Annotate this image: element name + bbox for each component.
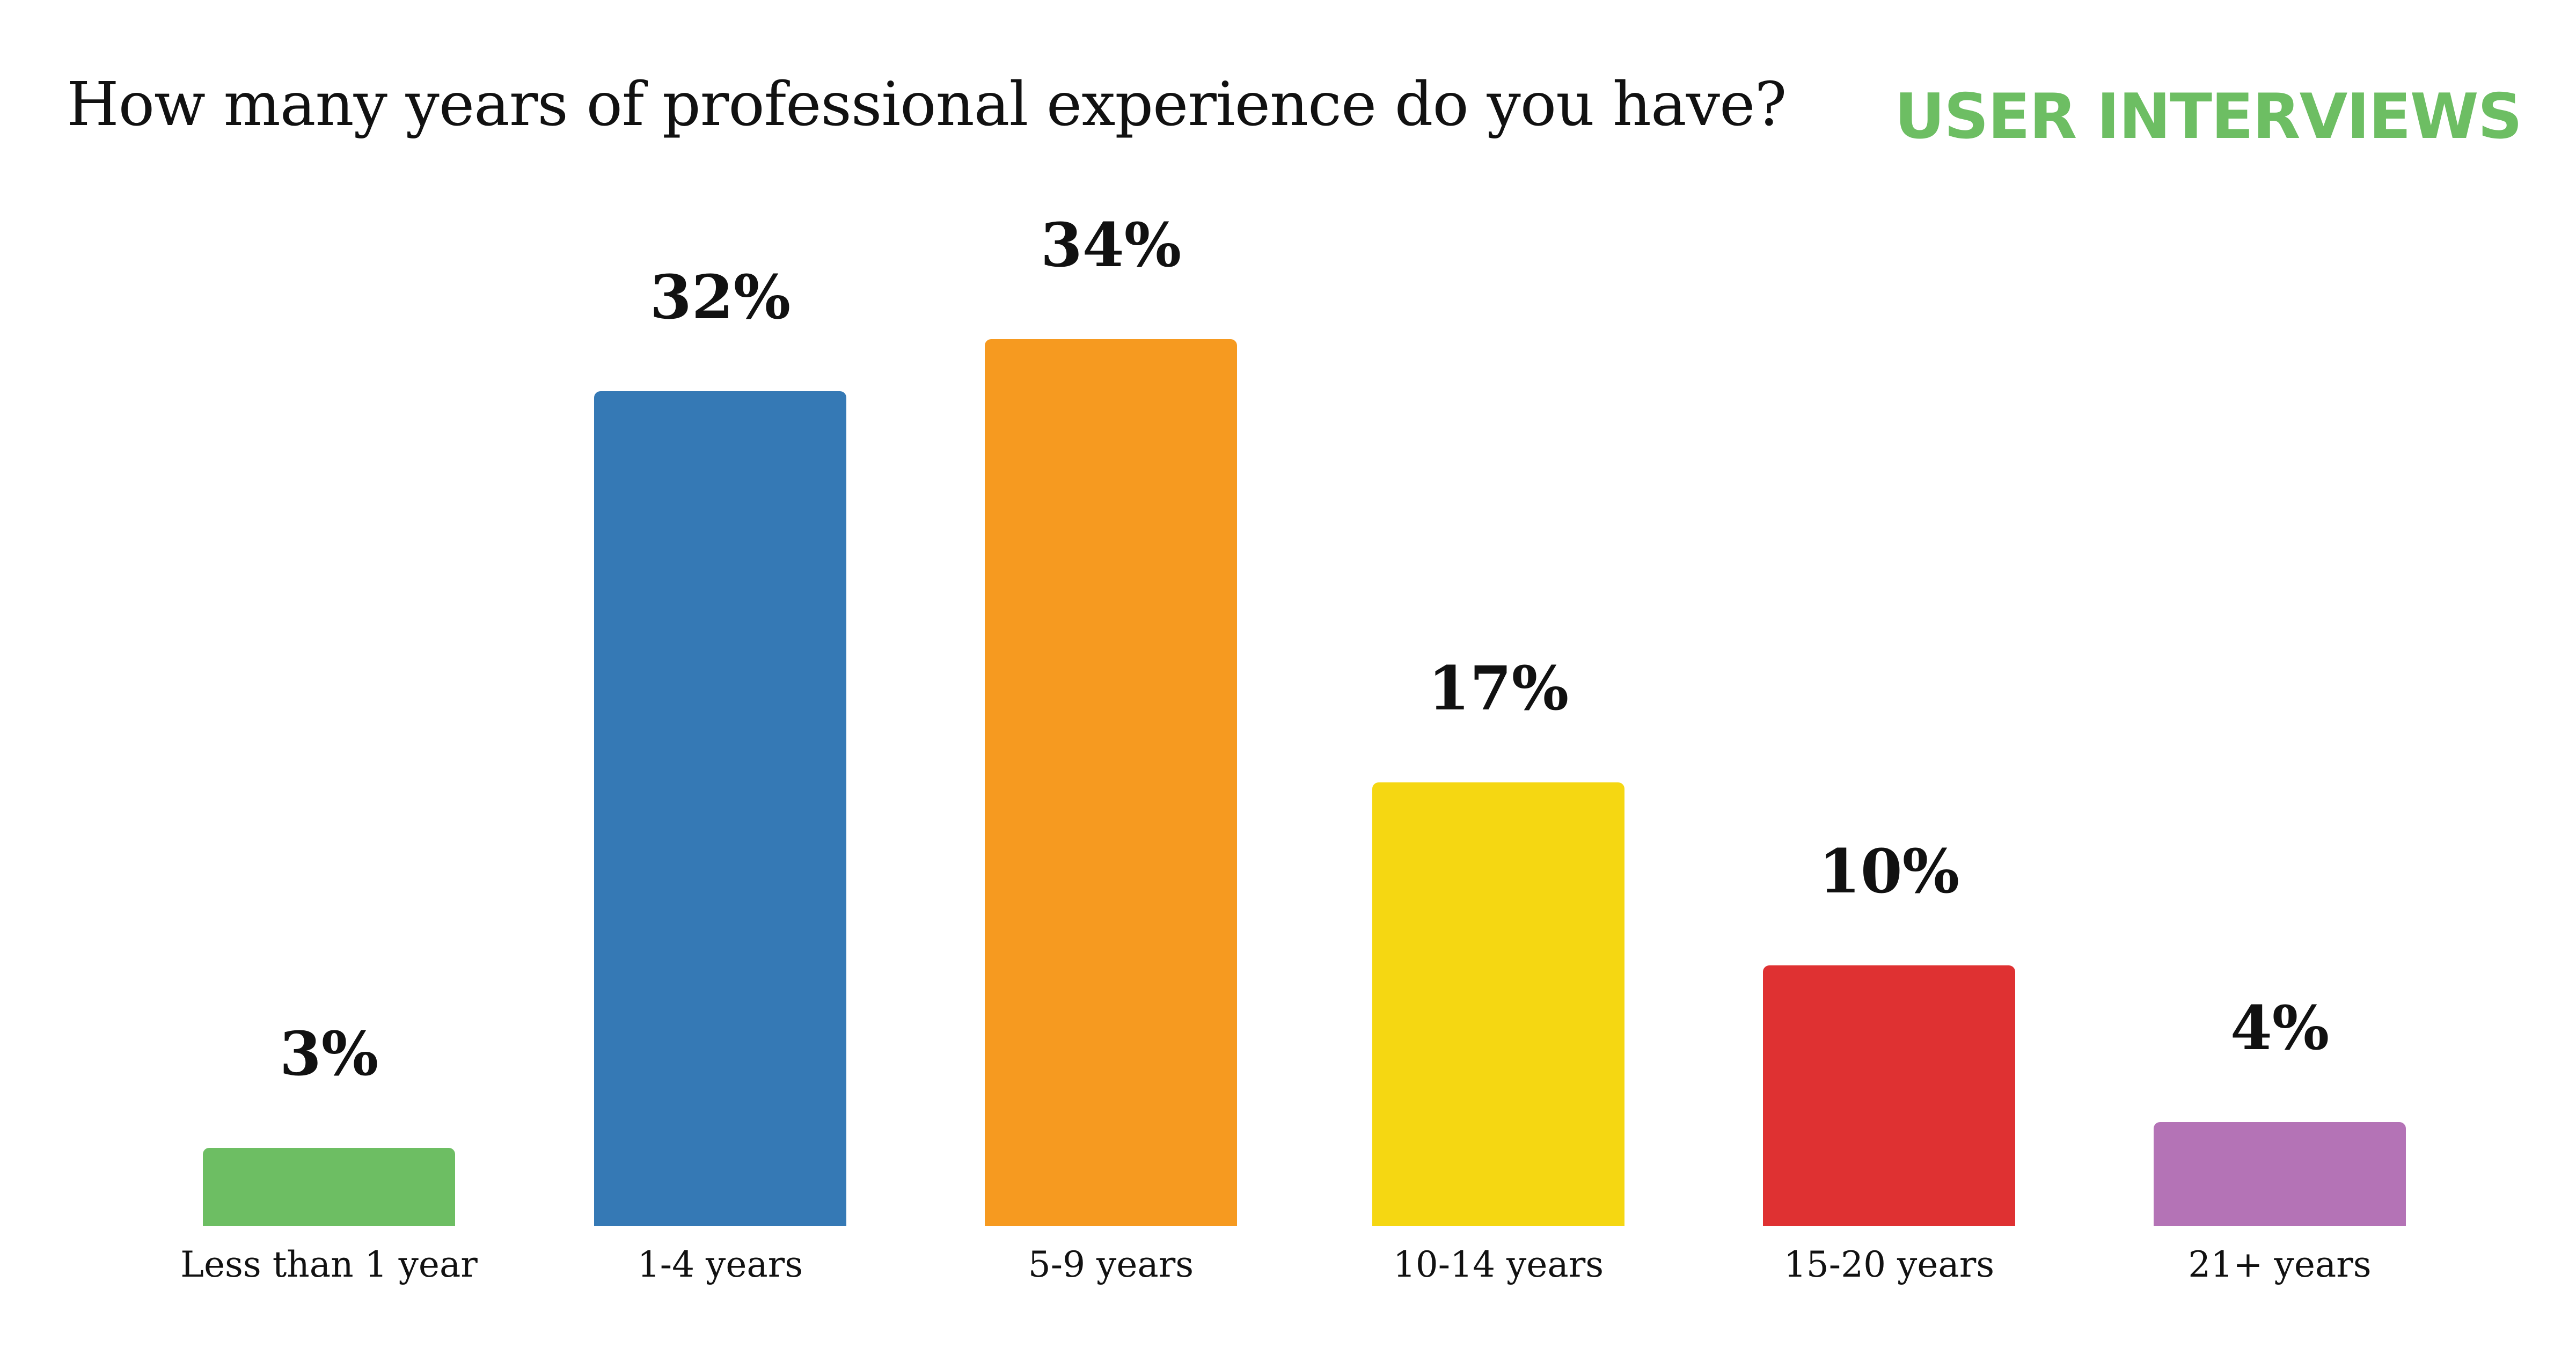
value-label: 32% xyxy=(649,262,791,333)
category-label: 21+ years xyxy=(2188,1244,2372,1285)
value-label: 10% xyxy=(1818,837,1960,907)
value-label: 34% xyxy=(1040,210,1182,281)
category-label: 1-4 years xyxy=(637,1244,803,1285)
chart-title: How many years of professional experienc… xyxy=(67,70,1787,140)
value-label: 17% xyxy=(1428,654,1569,724)
user-interviews-logo: USER INTERVIEWS xyxy=(1894,80,2522,153)
value-label: 3% xyxy=(279,1019,379,1089)
category-label: 15-20 years xyxy=(1783,1244,1995,1285)
category-label: 5-9 years xyxy=(1028,1244,1194,1285)
bar xyxy=(203,1148,455,1226)
bar xyxy=(1763,965,2015,1226)
bar xyxy=(1372,782,1624,1226)
category-label: 10-14 years xyxy=(1393,1244,1604,1285)
bar xyxy=(2154,1122,2406,1226)
value-label: 4% xyxy=(2230,993,2330,1064)
category-label: Less than 1 year xyxy=(180,1244,478,1285)
bar xyxy=(594,391,846,1226)
bar xyxy=(985,339,1237,1226)
